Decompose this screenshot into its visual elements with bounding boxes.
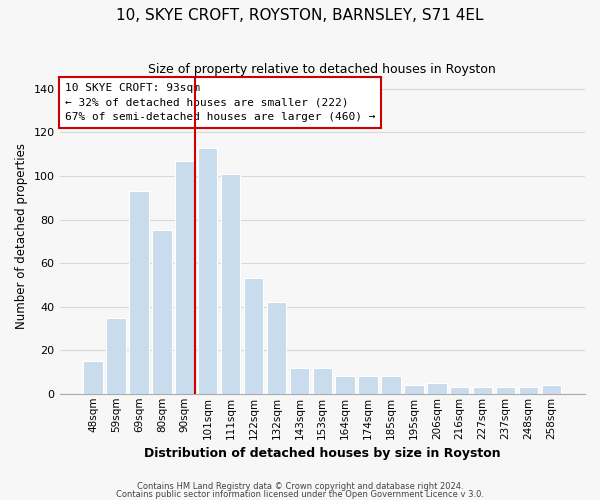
Bar xyxy=(83,361,103,394)
Bar xyxy=(106,318,126,394)
Text: Contains HM Land Registry data © Crown copyright and database right 2024.: Contains HM Land Registry data © Crown c… xyxy=(137,482,463,491)
Bar xyxy=(175,161,194,394)
Bar xyxy=(519,387,538,394)
Y-axis label: Number of detached properties: Number of detached properties xyxy=(15,143,28,329)
Bar xyxy=(335,376,355,394)
Bar xyxy=(496,387,515,394)
Bar xyxy=(313,368,332,394)
Bar xyxy=(267,302,286,394)
Bar xyxy=(381,376,401,394)
Bar xyxy=(244,278,263,394)
Bar xyxy=(129,192,149,394)
Bar xyxy=(427,383,446,394)
Text: Contains public sector information licensed under the Open Government Licence v : Contains public sector information licen… xyxy=(116,490,484,499)
Bar xyxy=(198,148,217,394)
Text: 10, SKYE CROFT, ROYSTON, BARNSLEY, S71 4EL: 10, SKYE CROFT, ROYSTON, BARNSLEY, S71 4… xyxy=(116,8,484,22)
X-axis label: Distribution of detached houses by size in Royston: Distribution of detached houses by size … xyxy=(144,447,500,460)
Bar xyxy=(473,387,493,394)
Bar xyxy=(542,385,561,394)
Bar xyxy=(450,387,469,394)
Bar xyxy=(358,376,378,394)
Bar xyxy=(290,368,309,394)
Text: 10 SKYE CROFT: 93sqm
← 32% of detached houses are smaller (222)
67% of semi-deta: 10 SKYE CROFT: 93sqm ← 32% of detached h… xyxy=(65,83,375,122)
Bar xyxy=(404,385,424,394)
Title: Size of property relative to detached houses in Royston: Size of property relative to detached ho… xyxy=(148,62,496,76)
Bar xyxy=(221,174,241,394)
Bar xyxy=(152,230,172,394)
